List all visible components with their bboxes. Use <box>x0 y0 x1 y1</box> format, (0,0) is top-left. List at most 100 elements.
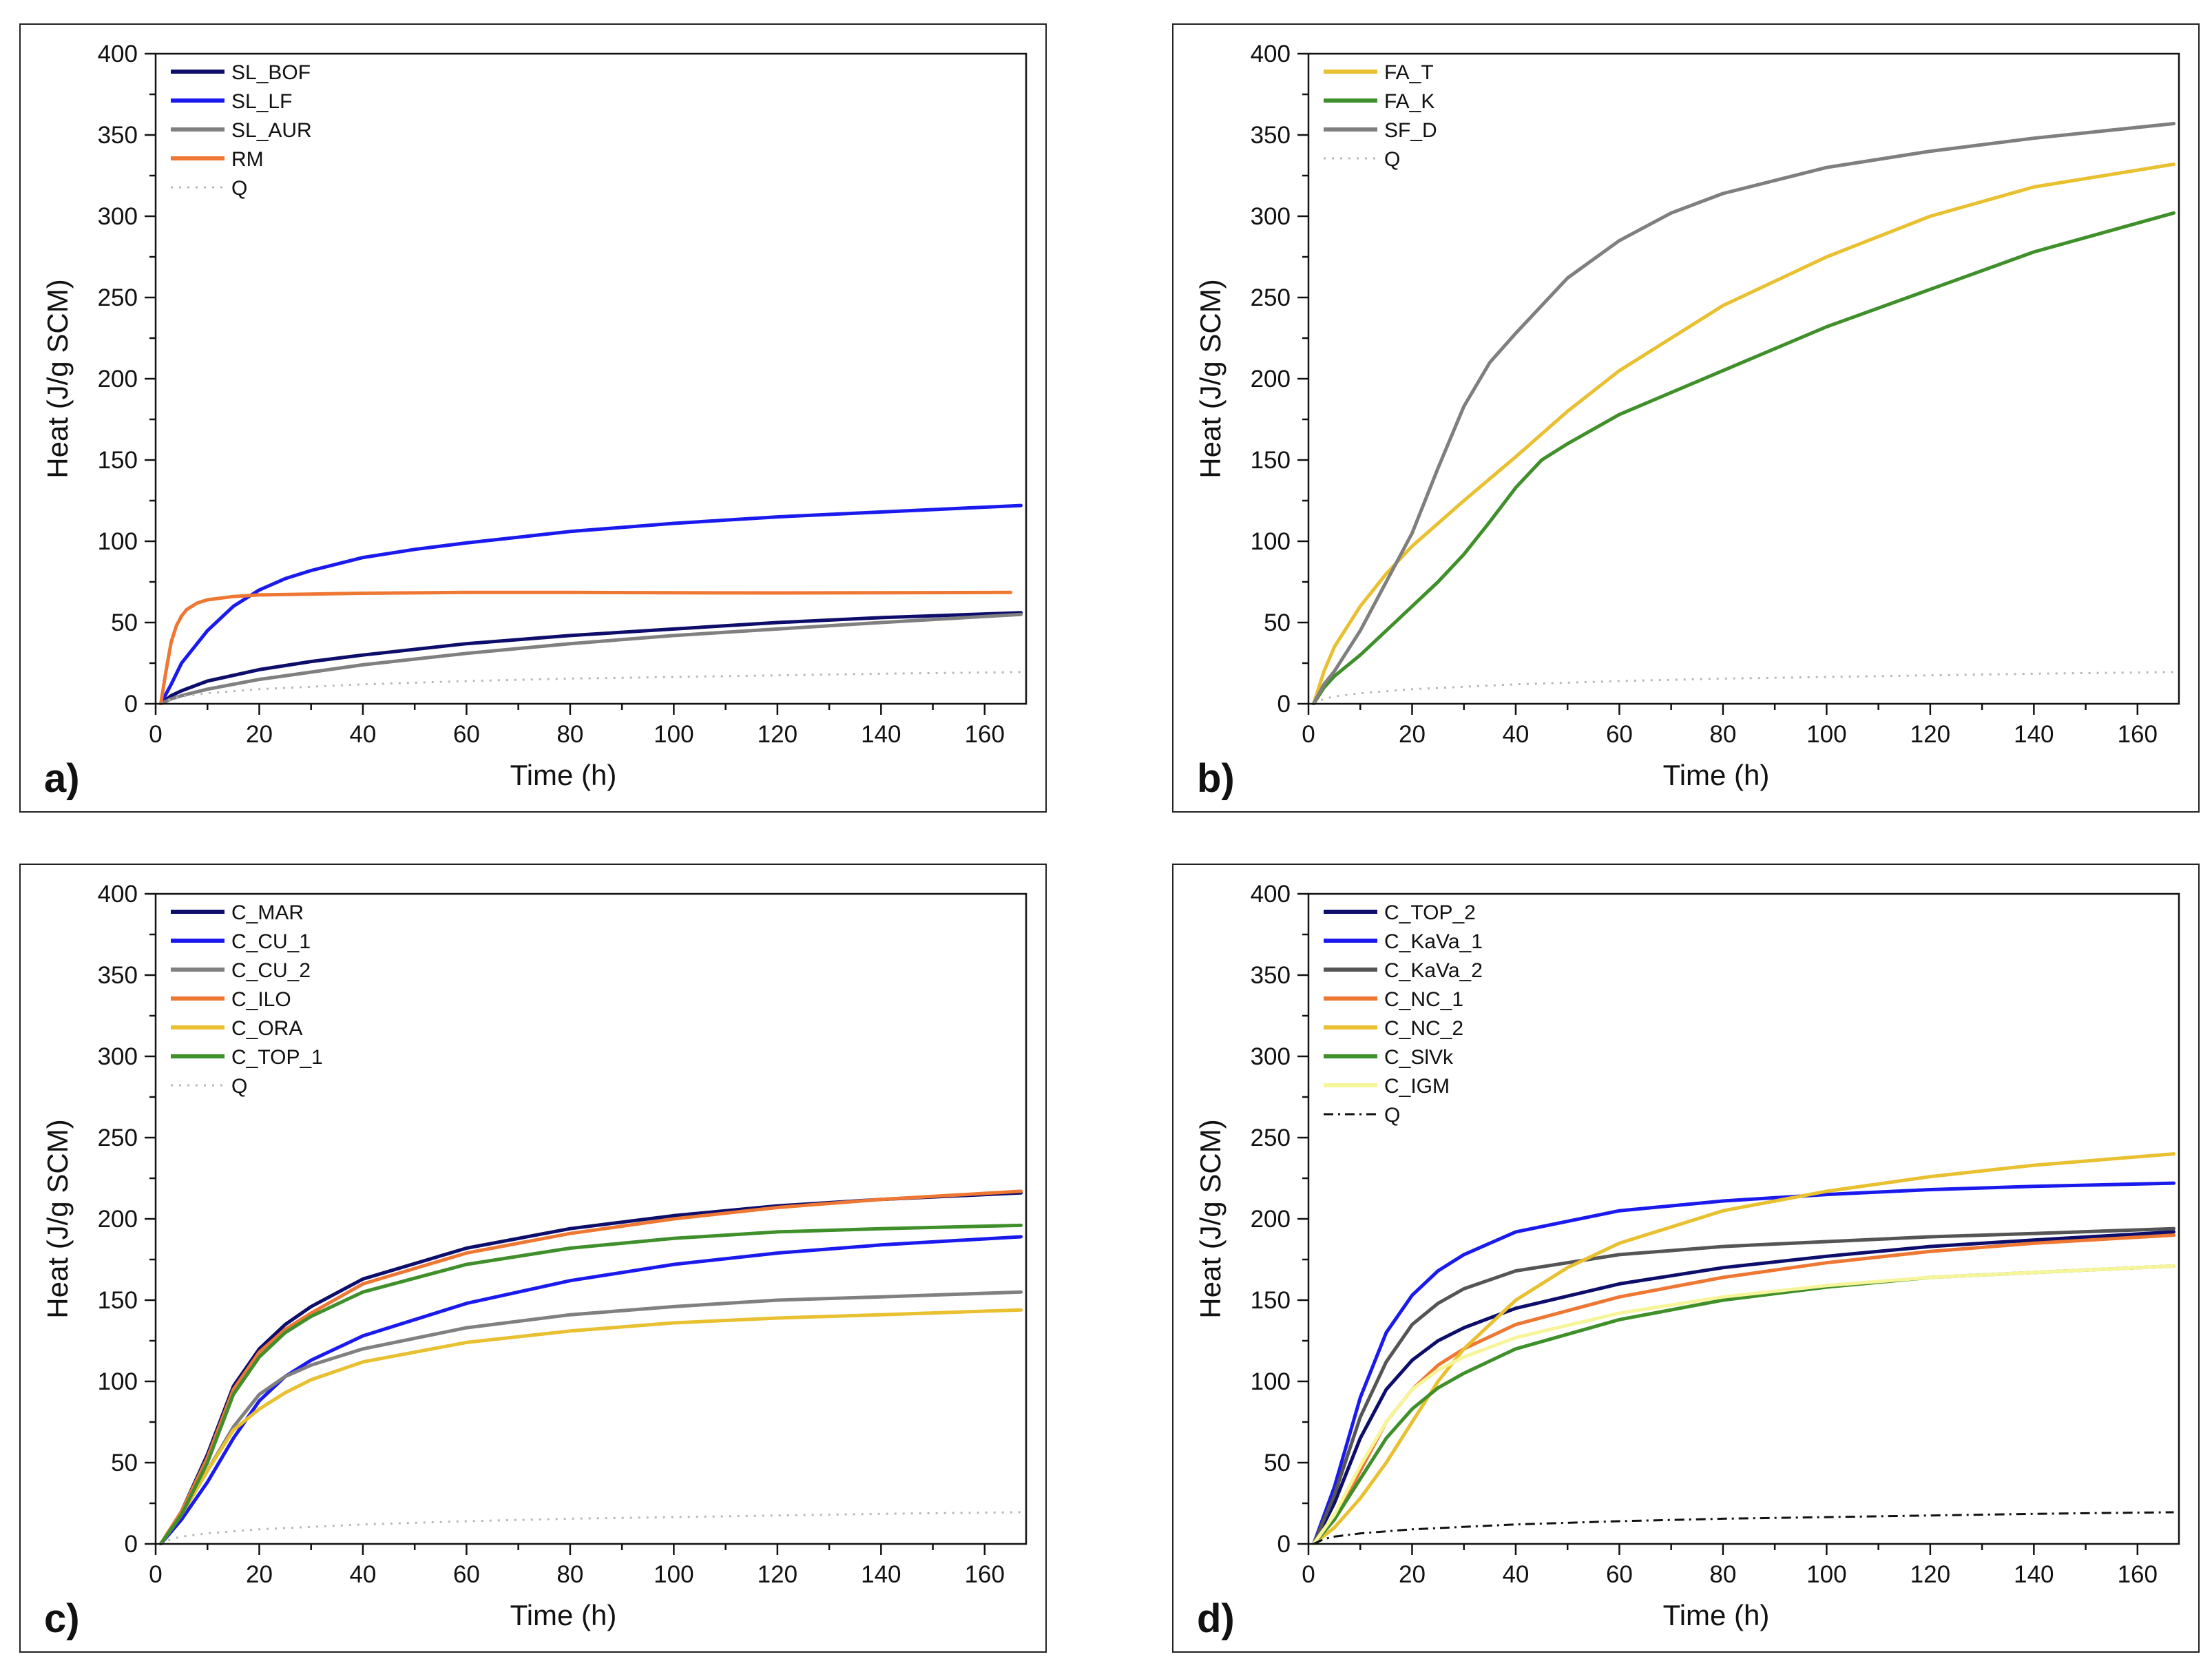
x-tick-label: 60 <box>453 1561 480 1588</box>
y-tick-label: 400 <box>1251 881 1291 908</box>
series-line-c-nc-2 <box>1312 1152 2176 1545</box>
series-line-c-igm <box>1312 1264 2176 1545</box>
chart-svg: 0 20 40 60 80 100 120 140 160 0 50 100 150 200 250 300 3… <box>1172 23 2200 813</box>
legend-label-c-mar: C_MAR <box>231 901 304 924</box>
y-tick-label: 350 <box>1251 962 1291 989</box>
series-group <box>1312 1152 2176 1545</box>
y-tick-label: 250 <box>1251 284 1291 311</box>
x-tick-label: 0 <box>149 721 162 748</box>
legend-label-c-cu-2: C_CU_2 <box>231 959 311 982</box>
legend-label-c-kava-1: C_KaVa_1 <box>1384 930 1483 953</box>
y-tick-label: 200 <box>98 366 138 393</box>
panel-label: c) <box>44 1596 80 1641</box>
legend-label-q: Q <box>231 177 247 200</box>
y-tick-label: 300 <box>1251 203 1291 230</box>
series-line-c-ora <box>159 1308 1023 1545</box>
legend: C_TOP_2 C_KaVa_1 C_KaVa_2 C_NC_1 C_NC_2 C_SlV… <box>1324 901 1483 1127</box>
x-tick-label: 160 <box>965 1561 1005 1588</box>
y-tick-label: 100 <box>1251 528 1291 555</box>
legend-label-c-igm: C_IGM <box>1384 1075 1450 1098</box>
y-tick-label: 100 <box>98 528 138 555</box>
y-tick-label: 50 <box>111 1450 138 1476</box>
series-line-sl-lf <box>159 503 1023 705</box>
series-line-c-nc-1 <box>1312 1233 2176 1545</box>
x-tick-label: 160 <box>965 721 1005 748</box>
x-tick-label: 120 <box>758 1561 797 1588</box>
series-line-sf-d <box>1312 122 2176 705</box>
y-tick-label: 100 <box>98 1368 138 1395</box>
y-tick-label: 150 <box>98 447 138 474</box>
x-tick-label: 60 <box>1606 1561 1633 1588</box>
y-tick-label: 200 <box>98 1206 138 1233</box>
x-tick-label: 0 <box>1302 721 1315 748</box>
x-tick-label: 100 <box>1806 1561 1846 1588</box>
chart-svg: 0 20 40 60 80 100 120 140 160 0 50 100 150 200 250 300 3… <box>19 864 1047 1653</box>
x-axis-title: Time (h) <box>1663 759 1770 791</box>
x-tick-label: 80 <box>556 721 583 748</box>
chart-panel-c: 0 20 40 60 80 100 120 140 160 0 50 100 150 200 250 300 3… <box>19 864 1047 1653</box>
legend-label-q: Q <box>231 1075 247 1098</box>
legend: C_MAR C_CU_1 C_CU_2 C_ILO C_ORA C_TOP_1 Q <box>171 901 323 1098</box>
y-tick-label: 400 <box>98 881 138 908</box>
legend-label-c-nc-2: C_NC_2 <box>1384 1017 1463 1040</box>
legend-label-c-nc-1: C_NC_1 <box>1384 988 1463 1011</box>
y-tick-label: 400 <box>1251 41 1291 67</box>
y-tick-label: 250 <box>98 284 138 311</box>
y-tick-label: 350 <box>98 962 138 989</box>
x-tick-label: 160 <box>2118 1561 2158 1588</box>
series-line-c-ilo <box>159 1189 1023 1545</box>
series-line-c-top-1 <box>159 1223 1023 1545</box>
x-tick-label: 0 <box>1302 1561 1315 1588</box>
legend-label-c-ora: C_ORA <box>231 1017 302 1040</box>
legend-label-sl-bof: SL_BOF <box>231 61 311 84</box>
series-line-fa-t <box>1312 163 2176 705</box>
legend-label-c-ilo: C_ILO <box>231 988 291 1011</box>
y-tick-label: 300 <box>98 203 138 230</box>
x-tick-label: 80 <box>556 1561 583 1588</box>
panel-frame <box>1172 864 2200 1653</box>
legend: FA_T FA_K SF_D Q <box>1324 61 1437 171</box>
y-tick-label: 200 <box>1251 366 1291 393</box>
legend-label-rm: RM <box>231 148 264 171</box>
y-tick-label: 50 <box>1264 609 1291 636</box>
x-tick-label: 0 <box>149 1561 162 1588</box>
y-tick-label: 50 <box>1264 1450 1291 1476</box>
series-line-c-top-2 <box>1312 1230 2176 1545</box>
x-tick-label: 100 <box>654 1561 693 1588</box>
x-tick-label: 120 <box>758 721 797 748</box>
panel-label: a) <box>44 756 80 801</box>
legend-label-c-slvk: C_SlVk <box>1384 1046 1454 1069</box>
y-axis-title: Heat (J/g SCM) <box>1194 1119 1227 1318</box>
x-tick-label: 80 <box>1709 1561 1736 1588</box>
y-axis-title: Heat (J/g SCM) <box>41 279 74 478</box>
series-group <box>159 503 1023 705</box>
legend-label-c-cu-1: C_CU_1 <box>231 930 311 953</box>
y-tick-label: 150 <box>98 1287 138 1314</box>
x-tick-label: 160 <box>2118 721 2158 748</box>
series-line-fa-k <box>1312 211 2176 705</box>
legend-label-sf-d: SF_D <box>1384 119 1437 142</box>
x-tick-label: 100 <box>1806 721 1846 748</box>
x-tick-label: 20 <box>1399 1561 1426 1588</box>
x-tick-label: 140 <box>2014 721 2054 748</box>
x-tick-label: 40 <box>1502 1561 1529 1588</box>
x-tick-label: 120 <box>1910 1561 1950 1588</box>
x-tick-label: 140 <box>2014 1561 2054 1588</box>
legend-label-sl-lf: SL_LF <box>231 90 292 113</box>
x-tick-label: 20 <box>246 721 273 748</box>
x-tick-label: 20 <box>1399 721 1426 748</box>
y-tick-label: 100 <box>1251 1368 1291 1395</box>
y-tick-label: 300 <box>1251 1043 1291 1070</box>
y-tick-label: 400 <box>98 41 138 67</box>
legend: SL_BOF SL_LF SL_AUR RM Q <box>171 61 312 200</box>
x-tick-label: 120 <box>1910 721 1950 748</box>
series-line-rm <box>159 590 1012 705</box>
series-group <box>1312 122 2176 705</box>
legend-label-sl-aur: SL_AUR <box>231 119 312 142</box>
y-axis-title: Heat (J/g SCM) <box>41 1119 74 1318</box>
y-tick-label: 250 <box>1251 1125 1291 1151</box>
legend-label-fa-k: FA_K <box>1384 90 1434 113</box>
y-tick-label: 50 <box>111 609 138 636</box>
y-tick-label: 250 <box>98 1125 138 1151</box>
series-line-sl-aur <box>159 612 1023 705</box>
